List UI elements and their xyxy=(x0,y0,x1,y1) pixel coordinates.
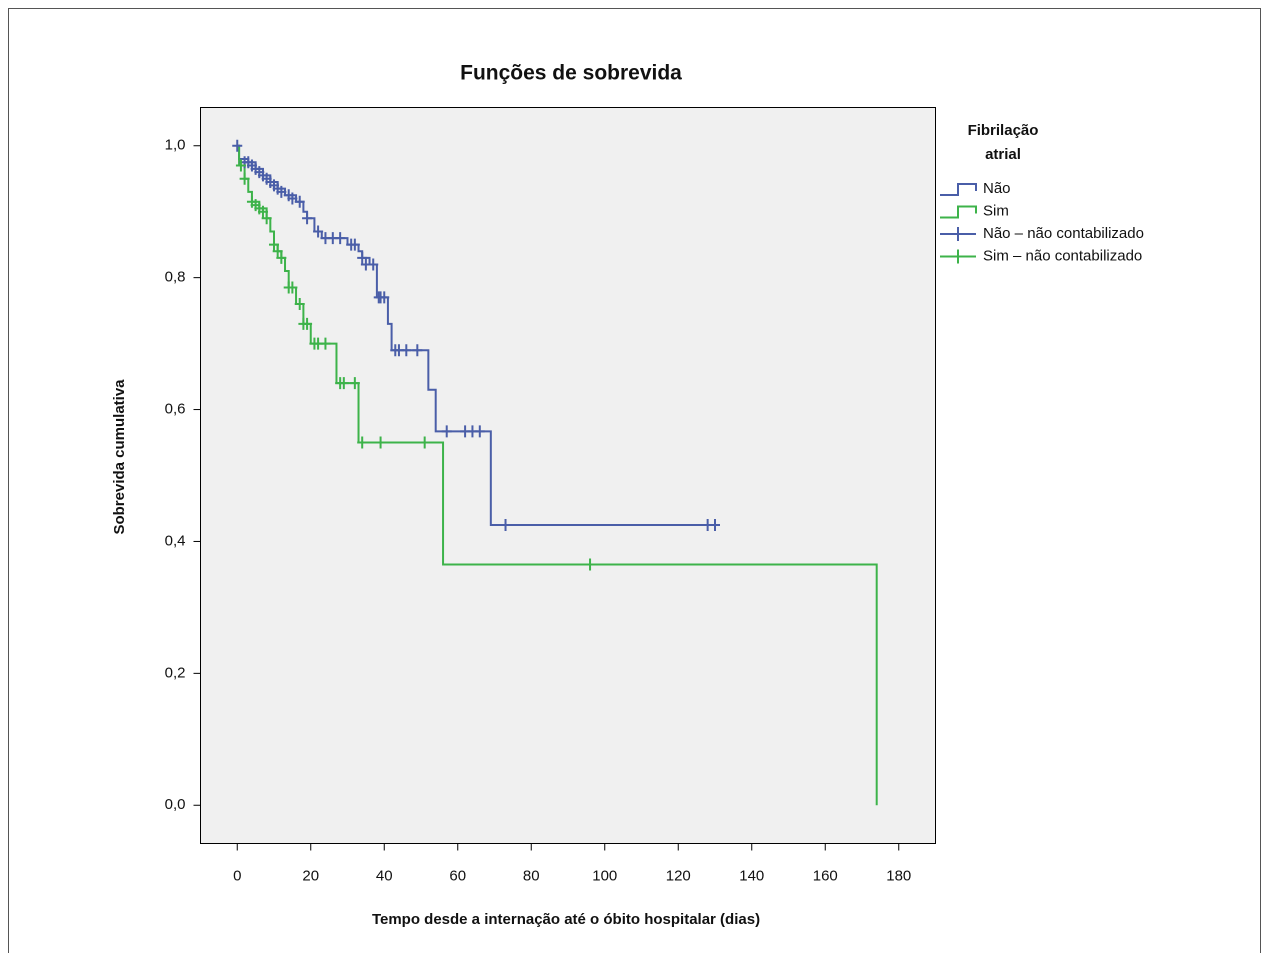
y-tick-label: 0,2 xyxy=(165,664,186,681)
censor-mark xyxy=(294,298,305,311)
censor-mark xyxy=(261,212,272,225)
legend-label: Não – não contabilizado xyxy=(983,225,1144,242)
legend-title: Fibrilação xyxy=(968,122,1039,139)
y-axis-label: Sobrevida cumulativa xyxy=(111,379,128,535)
censor-mark xyxy=(269,238,279,251)
x-tick-label: 140 xyxy=(739,867,764,884)
legend-icon xyxy=(940,249,976,264)
y-tick-label: 0,4 xyxy=(165,532,186,549)
censor-mark xyxy=(257,205,268,218)
censor-mark xyxy=(441,425,452,438)
x-tick-label: 80 xyxy=(523,867,540,884)
censor-mark xyxy=(287,192,298,205)
censor-mark xyxy=(368,258,379,271)
censor-mark xyxy=(232,139,243,152)
censor-mark xyxy=(235,159,246,172)
censor-mark xyxy=(294,195,305,208)
legend-icon xyxy=(940,183,977,196)
censor-mark xyxy=(276,185,287,198)
legend-label: Não xyxy=(983,180,1011,197)
legend-label: Sim – não contabilizado xyxy=(983,247,1142,264)
legend-label: Sim xyxy=(983,202,1009,219)
legend-icon xyxy=(940,227,976,241)
y-tick-label: 0,0 xyxy=(165,796,186,813)
x-tick-label: 20 xyxy=(302,867,319,884)
censor-mark xyxy=(474,425,485,438)
censor-mark xyxy=(313,225,324,238)
censor-mark xyxy=(302,212,313,225)
y-tick-label: 0,8 xyxy=(165,269,186,286)
x-tick-label: 120 xyxy=(666,867,691,884)
censor-mark xyxy=(335,232,346,245)
censor-mark xyxy=(412,344,423,357)
censor-mark xyxy=(272,245,283,258)
y-tick-label: 1,0 xyxy=(165,137,186,154)
censor-mark xyxy=(401,344,412,357)
censor-mark xyxy=(379,291,390,304)
x-tick-label: 100 xyxy=(592,867,617,884)
x-tick-label: 60 xyxy=(449,867,466,884)
censor-mark xyxy=(349,377,360,390)
x-tick-label: 160 xyxy=(813,867,838,884)
censor-mark xyxy=(585,558,596,571)
censor-mark xyxy=(500,518,511,531)
legend-icon xyxy=(940,205,977,219)
censor-mark xyxy=(375,436,386,449)
y-tick-label: 0,6 xyxy=(165,401,186,418)
x-axis-label: Tempo desde a internação até o óbito hos… xyxy=(372,911,760,928)
censor-mark xyxy=(276,251,287,264)
censor-mark xyxy=(349,238,360,251)
censor-mark xyxy=(419,436,430,449)
censor-mark xyxy=(338,377,349,390)
chart-title: Funções de sobrevida xyxy=(460,62,682,85)
censor-mark xyxy=(320,337,331,350)
x-tick-label: 180 xyxy=(886,867,911,884)
legend-title: atrial xyxy=(985,146,1021,163)
censor-mark xyxy=(710,518,720,531)
censor-mark xyxy=(239,172,250,185)
censor-mark xyxy=(357,251,368,264)
x-tick-label: 40 xyxy=(376,867,393,884)
x-tick-label: 0 xyxy=(233,867,241,884)
plot-area xyxy=(200,107,936,844)
censor-mark xyxy=(357,436,368,449)
censor-mark xyxy=(287,281,298,294)
censor-mark xyxy=(302,317,313,330)
